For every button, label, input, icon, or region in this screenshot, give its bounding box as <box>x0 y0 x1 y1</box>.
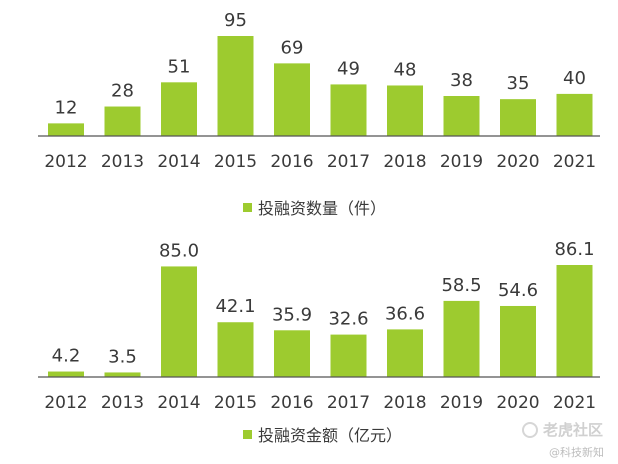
x-tick-label: 2017 <box>327 393 370 413</box>
legend-swatch <box>243 203 252 212</box>
bar <box>161 266 197 377</box>
x-tick-label: 2013 <box>101 152 144 172</box>
data-label: 32.6 <box>328 309 368 330</box>
watermark-subtext: @科技新知 <box>549 446 604 459</box>
bar <box>387 85 423 136</box>
bar <box>556 265 593 377</box>
data-label: 48 <box>394 59 417 80</box>
x-tick-label: 2020 <box>496 152 539 172</box>
x-tick-label: 2014 <box>157 152 200 172</box>
x-tick-label: 2014 <box>157 393 200 413</box>
data-label: 58.5 <box>441 275 481 296</box>
x-tick-label: 2015 <box>214 393 257 413</box>
bar <box>217 322 254 377</box>
data-label: 35.9 <box>272 304 312 325</box>
data-label: 4.2 <box>52 346 81 367</box>
bar <box>161 82 197 136</box>
x-tick-label: 2012 <box>44 152 87 172</box>
data-label: 36.6 <box>385 303 425 324</box>
watermark-text: 老虎社区 <box>543 421 604 439</box>
bar <box>104 372 141 377</box>
bar <box>217 36 254 136</box>
legend-label: 投融资金额（亿元） <box>258 426 402 445</box>
bar <box>274 330 310 377</box>
legend-label: 投融资数量（件） <box>258 199 386 218</box>
data-label: 54.6 <box>498 280 538 301</box>
bar <box>556 93 593 136</box>
x-tick-label: 2021 <box>553 152 596 172</box>
x-tick-label: 2012 <box>44 393 87 413</box>
bar <box>387 329 423 377</box>
bar <box>443 96 480 136</box>
data-label: 86.1 <box>554 239 594 260</box>
x-tick-label: 2020 <box>496 393 539 413</box>
legend-swatch <box>243 430 252 439</box>
bar <box>330 84 367 136</box>
data-label: 40 <box>563 68 586 89</box>
data-label: 95 <box>224 10 247 31</box>
x-tick-label: 2019 <box>440 393 483 413</box>
x-tick-label: 2015 <box>214 152 257 172</box>
x-tick-label: 2013 <box>101 393 144 413</box>
data-label: 51 <box>168 56 191 77</box>
x-tick-label: 2018 <box>383 393 426 413</box>
data-label: 49 <box>337 58 360 79</box>
x-tick-label: 2019 <box>440 152 483 172</box>
data-label: 42.1 <box>215 296 255 317</box>
bar <box>443 300 480 377</box>
x-tick-label: 2018 <box>383 152 426 172</box>
bar <box>104 106 141 136</box>
x-tick-label: 2021 <box>553 393 596 413</box>
x-tick-label: 2017 <box>327 152 370 172</box>
data-label: 28 <box>111 81 134 102</box>
watermark-logo-icon <box>522 422 538 438</box>
bar <box>48 123 84 136</box>
bar <box>500 305 536 377</box>
data-label: 85.0 <box>159 240 199 261</box>
bar <box>330 334 367 377</box>
data-label: 12 <box>55 97 78 118</box>
data-label: 69 <box>281 37 304 58</box>
data-label: 35 <box>507 73 530 94</box>
x-tick-label: 2016 <box>270 152 313 172</box>
data-label: 38 <box>450 70 473 91</box>
data-label: 3.5 <box>108 346 137 367</box>
bar <box>274 63 310 136</box>
bar <box>500 99 536 136</box>
x-tick-label: 2016 <box>270 393 313 413</box>
bar <box>48 371 84 377</box>
